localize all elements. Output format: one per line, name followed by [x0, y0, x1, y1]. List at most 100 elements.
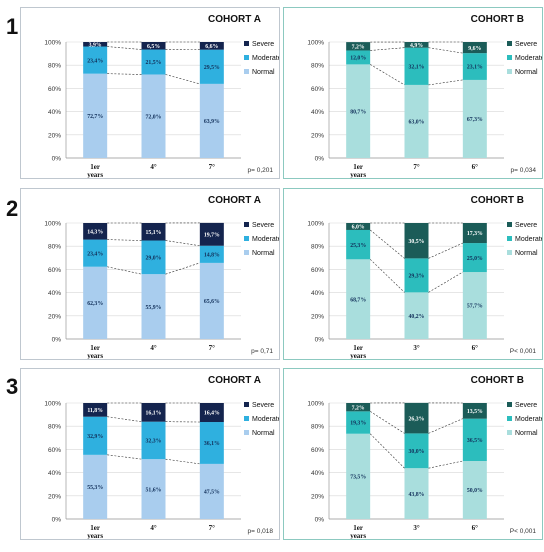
data-label: 62,3%	[87, 301, 103, 307]
legend-swatch	[507, 69, 512, 74]
stacked-bar-chart: COHORT A 0% 20% 40% 60% 80% 100% 62,3% 23,4% 14,3…	[44, 195, 279, 359]
y-tick-label: 100%	[307, 401, 324, 408]
trend-connector	[369, 229, 405, 259]
y-tick-label: 100%	[44, 221, 61, 228]
legend-label: Moderate	[252, 416, 279, 423]
category-label: 7°	[413, 163, 420, 171]
data-label: 72,0%	[146, 114, 162, 120]
data-label: 47,5%	[204, 490, 220, 496]
legend-label: Severe	[515, 41, 537, 48]
legend-label: Severe	[515, 402, 537, 409]
data-label: 13,5%	[467, 409, 483, 415]
category-label: 4°	[150, 163, 157, 171]
trend-connector	[428, 271, 463, 293]
bar-severe	[404, 223, 429, 259]
bar-moderate	[346, 229, 371, 260]
trend-connector	[428, 418, 463, 434]
legend-label: Moderate	[252, 236, 279, 243]
chart-panel-2a: COHORT A 0% 20% 40% 60% 80% 100% 62,3% 23,4% 14,3…	[20, 188, 280, 360]
legend-label: Moderate	[515, 236, 542, 243]
legend-swatch	[244, 222, 249, 227]
y-tick-label: 20%	[48, 493, 61, 500]
row-number-2: 2	[6, 196, 19, 221]
data-label: 6,0%	[352, 225, 365, 231]
data-label: 14,8%	[204, 253, 220, 259]
data-label: 68,7%	[350, 297, 366, 303]
legend-swatch	[507, 430, 512, 435]
p-value: p= 0,201	[248, 167, 274, 174]
y-tick-label: 20%	[48, 132, 61, 139]
data-label: 9,6%	[468, 46, 481, 52]
trend-connector	[107, 73, 142, 75]
bar-moderate	[83, 239, 108, 267]
y-tick-label: 80%	[311, 424, 324, 431]
y-tick-label: 100%	[44, 40, 61, 47]
data-label: 67,3%	[467, 117, 483, 123]
legend-swatch	[244, 416, 249, 421]
trend-connector	[165, 262, 200, 275]
data-label: 12,0%	[350, 56, 366, 62]
bar-normal	[346, 259, 371, 339]
y-tick-label: 20%	[311, 313, 324, 320]
bar-moderate	[462, 53, 487, 80]
trend-connector	[369, 433, 405, 469]
legend-swatch	[244, 250, 249, 255]
bar-severe	[404, 42, 429, 48]
stacked-bar-chart: COHORT B 0% 20% 40% 60% 80% 100% 80,7% 12,0% 7,2%…	[307, 14, 542, 178]
chart-panel-1a: COHORT A 0% 20% 40% 60% 80% 100% 72,7% 23,4% 3,9%…	[20, 7, 280, 179]
bar-severe	[83, 403, 108, 417]
legend-label: Severe	[515, 222, 537, 229]
data-label: 17,3%	[467, 231, 483, 237]
bar-normal	[141, 74, 166, 158]
y-tick-label: 40%	[48, 470, 61, 477]
trend-connector	[370, 411, 405, 434]
bar-severe	[346, 223, 371, 230]
y-tick-label: 60%	[48, 447, 61, 454]
data-label: 14,3%	[87, 229, 103, 235]
chart-title: COHORT A	[208, 195, 261, 206]
y-tick-label: 100%	[44, 401, 61, 408]
bar-moderate	[462, 243, 487, 273]
category-label: 6°	[472, 163, 479, 171]
category-label: 1er	[90, 344, 100, 352]
data-label: 32,1%	[409, 65, 425, 71]
category-label: 1er	[353, 344, 363, 352]
stacked-bar-chart: COHORT A 0% 20% 40% 60% 80% 100% 55,3% 32,9% 11,8…	[44, 375, 279, 539]
legend-label: Normal	[515, 250, 538, 257]
legend-label: Severe	[252, 41, 274, 48]
p-value: P< 0,001	[510, 348, 537, 355]
data-label: 55,9%	[146, 305, 162, 311]
bar-normal	[404, 292, 429, 339]
chart-title: COHORT B	[471, 375, 524, 386]
row-number-3: 3	[6, 374, 19, 399]
data-label: 25,3%	[350, 243, 366, 249]
legend-swatch	[244, 55, 249, 60]
data-label: 29,5%	[204, 65, 220, 71]
legend-swatch	[244, 236, 249, 241]
bar-severe	[462, 403, 487, 419]
x-axis-label: years	[350, 532, 366, 539]
bar-normal	[199, 262, 224, 339]
data-label: 16,4%	[204, 411, 220, 417]
data-label: 36,1%	[204, 441, 220, 447]
bar-moderate	[141, 49, 166, 75]
x-axis-label: years	[87, 532, 103, 539]
category-label: 3°	[413, 524, 420, 532]
bar-normal	[141, 459, 166, 519]
data-label: 51,6%	[146, 487, 162, 493]
trend-connector	[370, 47, 405, 51]
y-tick-label: 60%	[311, 267, 324, 274]
x-axis-label: years	[350, 171, 366, 178]
data-label: 65,6%	[204, 299, 220, 305]
data-label: 4,9%	[410, 43, 423, 49]
legend-label: Normal	[252, 430, 275, 437]
stacked-bar-chart: COHORT B 0% 20% 40% 60% 80% 100% 73,5% 19,3% 7,2%…	[307, 375, 542, 539]
category-label: 7°	[209, 163, 216, 171]
category-label: 6°	[472, 524, 479, 532]
data-label: 25,0%	[467, 256, 483, 262]
y-tick-label: 0%	[52, 156, 62, 163]
bar-moderate	[462, 418, 487, 461]
data-label: 30,5%	[409, 239, 425, 245]
x-axis-label: years	[350, 352, 366, 359]
chart-title: COHORT A	[208, 375, 261, 386]
